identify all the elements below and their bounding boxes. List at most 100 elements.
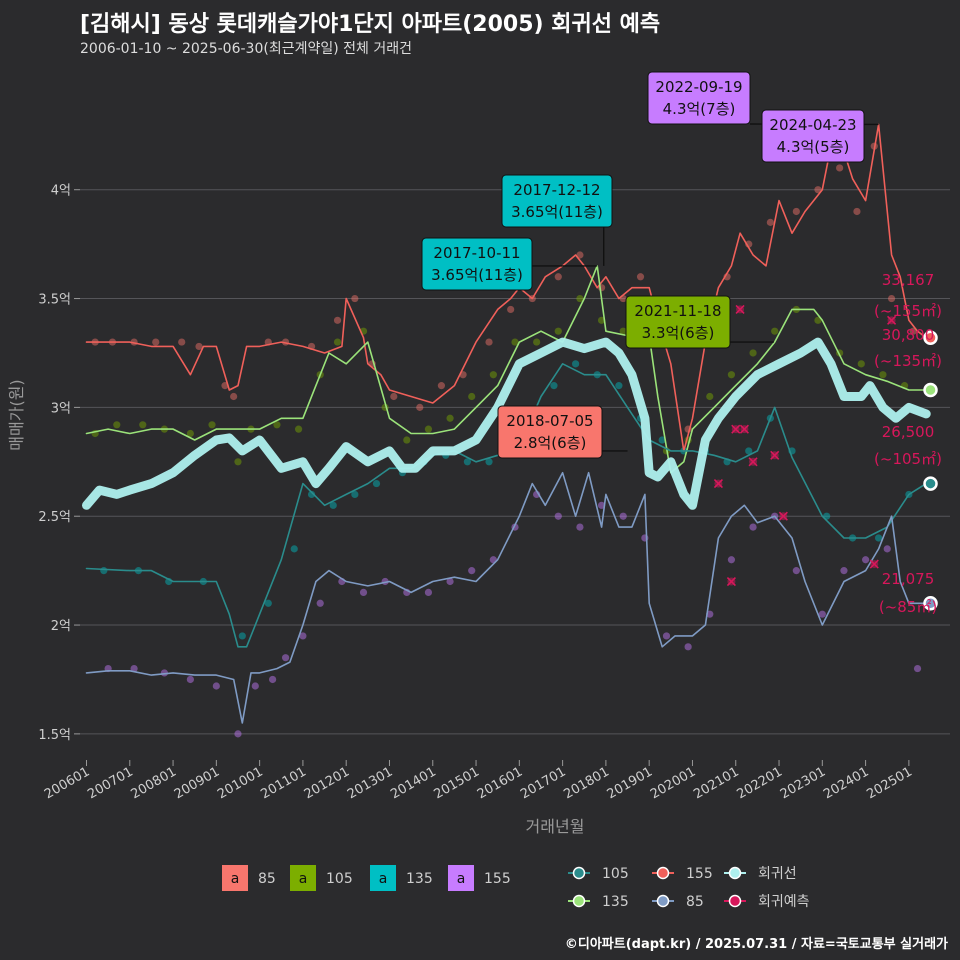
forecast-cross <box>778 511 788 521</box>
end-label-area: (~85㎡) <box>879 598 937 616</box>
scatter-point-85 <box>576 251 584 259</box>
scatter-point-135 <box>485 458 493 466</box>
annotation-price: 4.3억(7층) <box>663 100 736 118</box>
scatter-point-135 <box>290 545 298 553</box>
scatter-point-85 <box>766 218 774 226</box>
scatter-point-85 <box>836 164 844 172</box>
scatter-point-105 <box>814 316 822 324</box>
legend-line-label-regression: 회귀선 <box>758 866 797 882</box>
forecast-cross <box>748 457 758 467</box>
scatter-point-105 <box>468 392 476 401</box>
scatter-point-85 <box>507 305 515 314</box>
legend-key-glyph: a <box>379 871 388 887</box>
annotation-date: 2017-10-11 <box>433 244 520 262</box>
x-tick-label: 201901 <box>605 764 655 802</box>
legend-line-dot-regression <box>728 866 742 880</box>
scatter-point-135 <box>329 501 337 509</box>
end-point-line105 <box>923 476 938 491</box>
scatter-point-85 <box>554 273 562 281</box>
scatter-point-155 <box>281 654 290 662</box>
end-label-price: 30,800 <box>882 326 935 344</box>
scatter-point-135 <box>372 479 381 488</box>
forecast-cross <box>770 450 780 460</box>
scatter-point-155 <box>299 632 307 640</box>
annotation-price: 3.65억(11층) <box>511 203 603 221</box>
annotation-date: 2017-12-12 <box>513 181 600 199</box>
forecast-layer <box>713 304 897 587</box>
legend-line-label-line85: 85 <box>686 894 704 910</box>
scatter-point-85 <box>351 294 359 303</box>
legend-fill-key-155 <box>448 865 474 891</box>
x-tick-label: 202201 <box>735 764 785 802</box>
scatter-point-135 <box>463 458 471 466</box>
annotation-date: 2021-11-18 <box>634 302 721 320</box>
end-label-price: 26,500 <box>882 423 935 441</box>
scatter-point-105 <box>273 421 281 429</box>
x-tick-label: 201301 <box>345 764 395 802</box>
scatter-point-155 <box>212 682 220 690</box>
scatter-point-155 <box>727 556 736 564</box>
x-tick-label: 201201 <box>302 764 352 802</box>
x-tick-label: 202501 <box>864 764 914 802</box>
legend-line-label-line135: 135 <box>602 894 629 910</box>
y-tick-label: 4억 <box>51 184 71 199</box>
annotation-layer: 2022-09-19 4.3억(7층) 2024-04-23 4.3억(5층) 2017… <box>421 71 942 616</box>
y-tick-label: 2억 <box>51 619 71 634</box>
scatter-point-85 <box>416 403 424 411</box>
x-tick-label: 201601 <box>475 764 525 802</box>
annotation-price: 3.3억(6층) <box>642 324 715 342</box>
legend-line-label-line105: 105 <box>602 866 629 882</box>
scatter-point-85 <box>792 207 800 216</box>
scatter-point-155 <box>840 567 848 575</box>
scatter-point-155 <box>883 545 891 553</box>
end-label-price: 33,167 <box>882 271 935 289</box>
series-line-line155 <box>85 123 927 452</box>
annotation-date: 2024-04-23 <box>769 116 856 134</box>
line-layer <box>82 123 938 724</box>
annotation-price: 3.65억(11층) <box>431 266 523 284</box>
scatter-point-155 <box>251 682 259 690</box>
forecast-cross <box>731 424 741 434</box>
annotation-date: 2022-09-19 <box>655 78 742 96</box>
x-tick-label: 201401 <box>388 764 438 802</box>
scatter-point-105 <box>619 327 627 335</box>
series-line-line85 <box>85 471 927 724</box>
scatter-point-155 <box>662 632 671 640</box>
x-tick-label: 202401 <box>821 764 871 802</box>
x-axis-title: 거래년월 <box>526 817 585 836</box>
legend-fill-key-105 <box>290 865 316 891</box>
y-tick-label: 2.5억 <box>38 510 71 525</box>
scatter-point-155 <box>424 588 433 596</box>
scatter-point-105 <box>597 316 606 324</box>
scatter-point-105 <box>511 338 519 346</box>
scatter-point-85 <box>152 338 160 346</box>
scatter-point-105 <box>333 338 342 346</box>
scatter-point-105 <box>186 429 194 438</box>
annotation-box <box>421 237 533 291</box>
annotation-box <box>647 71 751 125</box>
scatter-point-105 <box>403 436 411 444</box>
scatter-point-135 <box>874 534 883 542</box>
scatter-point-135 <box>238 632 246 640</box>
legend-fill-key-85 <box>222 865 248 891</box>
scatter-point-155 <box>576 523 584 531</box>
scatter-point-85 <box>636 273 645 281</box>
end-label-area: (~105㎡) <box>874 450 942 468</box>
legend-fill-label-85: 85 <box>258 871 276 887</box>
legend-key-glyph: a <box>231 871 240 887</box>
x-tick-label: 200601 <box>42 764 92 802</box>
scatter-point-155 <box>316 599 324 607</box>
legend-line-label-forecast: 회귀예측 <box>758 894 810 910</box>
scatter-point-105 <box>771 327 779 335</box>
legend-fill-label-155: 155 <box>484 871 511 887</box>
scatter-point-135 <box>100 567 108 575</box>
forecast-cross <box>739 424 749 434</box>
scatter-point-85 <box>230 392 238 401</box>
x-tick-label: 201701 <box>518 764 568 802</box>
x-tick-label: 200801 <box>129 764 179 802</box>
scatter-point-155 <box>234 730 242 738</box>
legend-key-glyph: a <box>299 871 308 887</box>
legend-line-label-line155: 155 <box>686 866 713 882</box>
x-tick-label: 200701 <box>85 764 135 802</box>
